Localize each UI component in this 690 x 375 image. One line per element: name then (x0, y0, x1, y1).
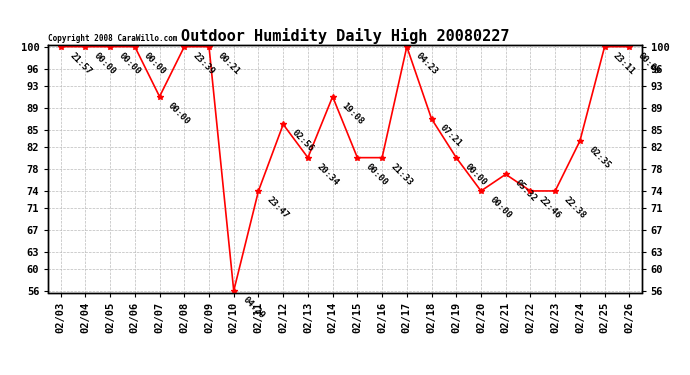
Text: 23:47: 23:47 (266, 195, 290, 220)
Text: 02:56: 02:56 (290, 129, 315, 154)
Text: 00:00: 00:00 (117, 51, 142, 76)
Text: 20:34: 20:34 (315, 162, 340, 187)
Text: 00:00: 00:00 (364, 162, 390, 187)
Text: 00:00: 00:00 (166, 101, 192, 126)
Text: 21:33: 21:33 (389, 162, 415, 187)
Text: 00:00: 00:00 (92, 51, 118, 76)
Text: Copyright 2008 CaraWillo.com: Copyright 2008 CaraWillo.com (48, 33, 178, 42)
Text: 00:00: 00:00 (488, 195, 513, 220)
Text: 04:29: 04:29 (241, 295, 266, 320)
Text: 00:00: 00:00 (141, 51, 167, 76)
Title: Outdoor Humidity Daily High 20080227: Outdoor Humidity Daily High 20080227 (181, 28, 509, 44)
Text: 00:00: 00:00 (636, 51, 662, 76)
Text: 19:08: 19:08 (339, 101, 365, 126)
Text: 22:38: 22:38 (562, 195, 587, 220)
Text: 23:39: 23:39 (191, 51, 217, 76)
Text: 22:46: 22:46 (538, 195, 563, 220)
Text: 00:00: 00:00 (463, 162, 489, 187)
Text: 05:32: 05:32 (513, 178, 538, 204)
Text: 02:35: 02:35 (586, 145, 612, 171)
Text: 23:11: 23:11 (611, 51, 637, 76)
Text: 00:21: 00:21 (216, 51, 241, 76)
Text: 04:23: 04:23 (414, 51, 439, 76)
Text: 21:57: 21:57 (68, 51, 93, 76)
Text: 07:21: 07:21 (438, 123, 464, 148)
